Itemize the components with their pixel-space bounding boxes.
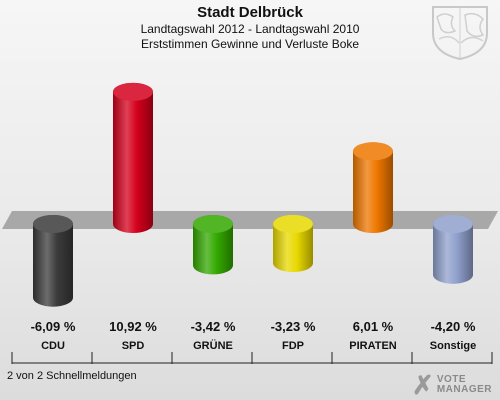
footer-note: 2 von 2 Schnellmeldungen	[7, 370, 137, 382]
bar-cap	[33, 215, 73, 233]
value-label-spd: 10,92 %	[109, 319, 157, 334]
value-label-fdp: -3,23 %	[271, 319, 316, 334]
bar-grne	[193, 215, 233, 275]
bar-sonstige	[433, 215, 473, 284]
category-label-sonstige: Sonstige	[430, 340, 476, 352]
chart-subtitle-detail: Erststimmen Gewinne und Verluste Boke	[140, 37, 360, 51]
bar-body	[353, 142, 393, 233]
bar-cap	[113, 82, 153, 101]
bar-cap	[273, 215, 313, 233]
logo-line-2: MANAGER	[436, 384, 492, 395]
bar-fdp	[273, 215, 313, 273]
votemanager-logo: ✗ VOTE MANAGER	[412, 370, 492, 400]
chart-subtitle-election: Landtagswahl 2012 - Landtagswahl 2010	[140, 22, 360, 36]
bar-body	[433, 215, 473, 284]
category-label-spd: SPD	[122, 340, 145, 352]
bar-cdu	[33, 215, 73, 307]
bar-cap	[433, 215, 473, 233]
bar-body	[113, 82, 153, 233]
logo-line-1: VOTE	[436, 374, 467, 385]
chart-header: Stadt Delbrück Landtagswahl 2012 - Landt…	[0, 3, 500, 52]
coat-of-arms-icon	[432, 6, 488, 61]
logo-check-icon: ✗	[412, 370, 434, 400]
bar-body	[33, 215, 73, 307]
bar-cap	[193, 215, 233, 233]
category-label-piraten: PIRATEN	[349, 340, 397, 352]
value-label-piraten: 6,01 %	[353, 319, 394, 334]
chart-title: Stadt Delbrück	[197, 4, 303, 21]
bar-piraten	[353, 142, 393, 233]
logo-wordmark: VOTE MANAGER	[437, 375, 492, 395]
bar-cap	[353, 142, 393, 161]
bar-spd	[113, 82, 153, 233]
value-label-cdu: -6,09 %	[31, 319, 76, 334]
category-label-grne: GRÜNE	[193, 339, 233, 352]
value-label-sonstige: -4,20 %	[431, 319, 476, 334]
zero-baseline-plane	[2, 211, 498, 229]
value-label-grne: -3,42 %	[191, 319, 236, 334]
category-label-fdp: FDP	[282, 340, 304, 352]
category-label-cdu: CDU	[41, 340, 65, 352]
